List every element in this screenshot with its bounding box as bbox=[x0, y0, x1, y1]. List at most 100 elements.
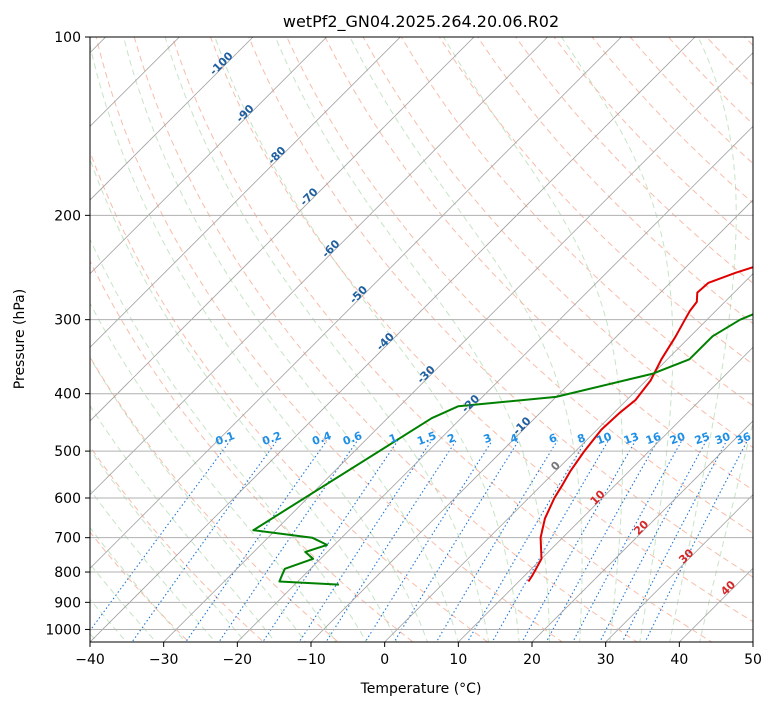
moist-adiabat-line bbox=[90, 488, 216, 642]
x-tick-label: −30 bbox=[149, 652, 179, 668]
isotherm-line bbox=[90, 37, 696, 642]
mixing-ratio-line bbox=[466, 440, 587, 642]
mixing-ratio-label: 0.4 bbox=[310, 429, 333, 448]
y-tick-label: 400 bbox=[54, 387, 81, 403]
mixing-ratio-label: 25 bbox=[693, 430, 712, 447]
mixing-ratio-line bbox=[325, 440, 457, 642]
mixing-ratio-line bbox=[435, 440, 558, 642]
x-tick-label: 50 bbox=[744, 652, 762, 668]
mixing-ratio-line bbox=[491, 440, 609, 642]
y-tick-label: 1000 bbox=[45, 622, 81, 638]
moist-adiabat-line bbox=[90, 404, 276, 642]
moist-adiabat-line bbox=[274, 37, 550, 642]
mixing-ratio-label: 36 bbox=[734, 430, 753, 448]
x-tick-label: 40 bbox=[670, 652, 688, 668]
x-tick-label: 10 bbox=[449, 652, 467, 668]
mixing-ratio-label: 0.1 bbox=[214, 429, 237, 448]
x-tick-label: 20 bbox=[523, 652, 541, 668]
mixing-ratio-label: 1.5 bbox=[415, 429, 438, 448]
mixing-ratio-line bbox=[262, 440, 399, 642]
x-tick-label: 0 bbox=[380, 652, 389, 668]
x-tick-label: −40 bbox=[75, 652, 105, 668]
mixing-ratio-line bbox=[131, 440, 278, 642]
isotherm-line bbox=[90, 37, 475, 422]
isotherm-line bbox=[310, 199, 753, 642]
skewed-isotherms bbox=[90, 37, 753, 642]
moist-adiabat-line bbox=[90, 448, 246, 642]
isotherm-line bbox=[531, 420, 753, 642]
isotherm-line bbox=[90, 37, 549, 496]
moist-adiabat-line bbox=[699, 421, 753, 642]
isotherm-line bbox=[457, 346, 753, 642]
y-tick-label: 200 bbox=[54, 208, 81, 224]
moist-adiabat-line bbox=[560, 37, 674, 642]
isotherm-line bbox=[90, 37, 254, 201]
isotherm-line bbox=[236, 125, 753, 642]
moist-adiabat-line bbox=[90, 302, 337, 642]
mixing-ratio-line bbox=[521, 440, 637, 642]
profile-line bbox=[527, 266, 753, 583]
mixing-ratio-label: 20 bbox=[668, 430, 687, 448]
moist-adiabat-line bbox=[164, 37, 490, 642]
y-tick-label: 700 bbox=[54, 531, 81, 547]
dry-adiabat-line bbox=[324, 37, 753, 491]
y-tick-label: 500 bbox=[54, 444, 81, 460]
y-tick-label: 100 bbox=[54, 30, 81, 46]
y-tick-label: 300 bbox=[54, 313, 81, 329]
y-tick-label: 800 bbox=[54, 565, 81, 581]
annotation-labels: -100-90-80-70-60-50-40-30-20-10010203040… bbox=[207, 49, 753, 598]
x-axis-label: Temperature (°C) bbox=[360, 681, 482, 697]
mixing-ratio-line bbox=[599, 440, 707, 642]
mixing-ratio-line bbox=[364, 440, 493, 642]
moist-adiabat-line bbox=[90, 237, 367, 642]
mixing-ratio-label: 13 bbox=[622, 430, 641, 447]
mixing-ratio-lines bbox=[90, 440, 748, 642]
dry-adiabat-line bbox=[362, 37, 753, 449]
mixing-ratio-line bbox=[298, 440, 432, 642]
mixing-ratio-label: 6 bbox=[547, 431, 559, 446]
isotherm-line bbox=[384, 273, 753, 642]
mixing-ratio-label: 0.2 bbox=[260, 429, 283, 448]
isotherm-line bbox=[90, 37, 622, 569]
mixing-ratio-label: 16 bbox=[644, 430, 663, 448]
mixing-ratio-label: 4 bbox=[508, 431, 520, 446]
isotherm-line bbox=[90, 37, 328, 275]
x-axis: −40 −30 −20 −10 0 10 20 30 40 50 bbox=[75, 642, 762, 668]
mixing-ratio-label: 1 bbox=[387, 431, 399, 446]
mixing-ratio-line bbox=[644, 440, 748, 642]
mixing-ratio-line bbox=[572, 440, 683, 642]
mixing-ratio-label: 0.6 bbox=[341, 429, 364, 448]
profile-line bbox=[252, 313, 753, 586]
mixing-ratio-label: 2 bbox=[446, 431, 458, 446]
mixing-ratio-line bbox=[621, 440, 728, 642]
x-tick-label: −10 bbox=[296, 652, 326, 668]
x-tick-label: −20 bbox=[223, 652, 253, 668]
moist-adiabat-line bbox=[214, 37, 520, 642]
y-tick-label: 600 bbox=[54, 491, 81, 507]
mixing-ratio-label: 8 bbox=[576, 431, 588, 446]
isobar-grid bbox=[90, 37, 753, 630]
isotherm-line bbox=[605, 494, 753, 642]
moist-adiabat-line bbox=[349, 37, 583, 642]
x-tick-label: 30 bbox=[597, 652, 615, 668]
mixing-ratio-label: 10 bbox=[595, 430, 614, 448]
moist-adiabat-line bbox=[442, 37, 623, 642]
isotherm-line bbox=[90, 37, 401, 348]
mixing-ratio-label: 3 bbox=[482, 431, 494, 446]
moist-adiabat-line bbox=[90, 356, 307, 642]
dry-adiabat-line bbox=[438, 37, 753, 366]
plot-area: -100-90-80-70-60-50-40-30-20-10010203040… bbox=[90, 37, 753, 642]
y-axis: 1000 900 800 700 600 500 400 300 200 100 bbox=[45, 30, 90, 638]
y-axis-label: Pressure (hPa) bbox=[12, 289, 28, 389]
moist-adiabat-line bbox=[123, 37, 459, 642]
plot-frame bbox=[89, 36, 754, 643]
chart-title: wetPf2_GN04.2025.264.20.06.R02 bbox=[283, 12, 559, 32]
y-tick-label: 900 bbox=[54, 595, 81, 611]
isotherm-line bbox=[163, 52, 753, 642]
series-layer bbox=[252, 266, 753, 586]
dry-adiabat-line bbox=[400, 37, 753, 407]
mixing-ratio-label: 30 bbox=[713, 430, 732, 448]
mixing-ratio-line bbox=[545, 440, 659, 642]
